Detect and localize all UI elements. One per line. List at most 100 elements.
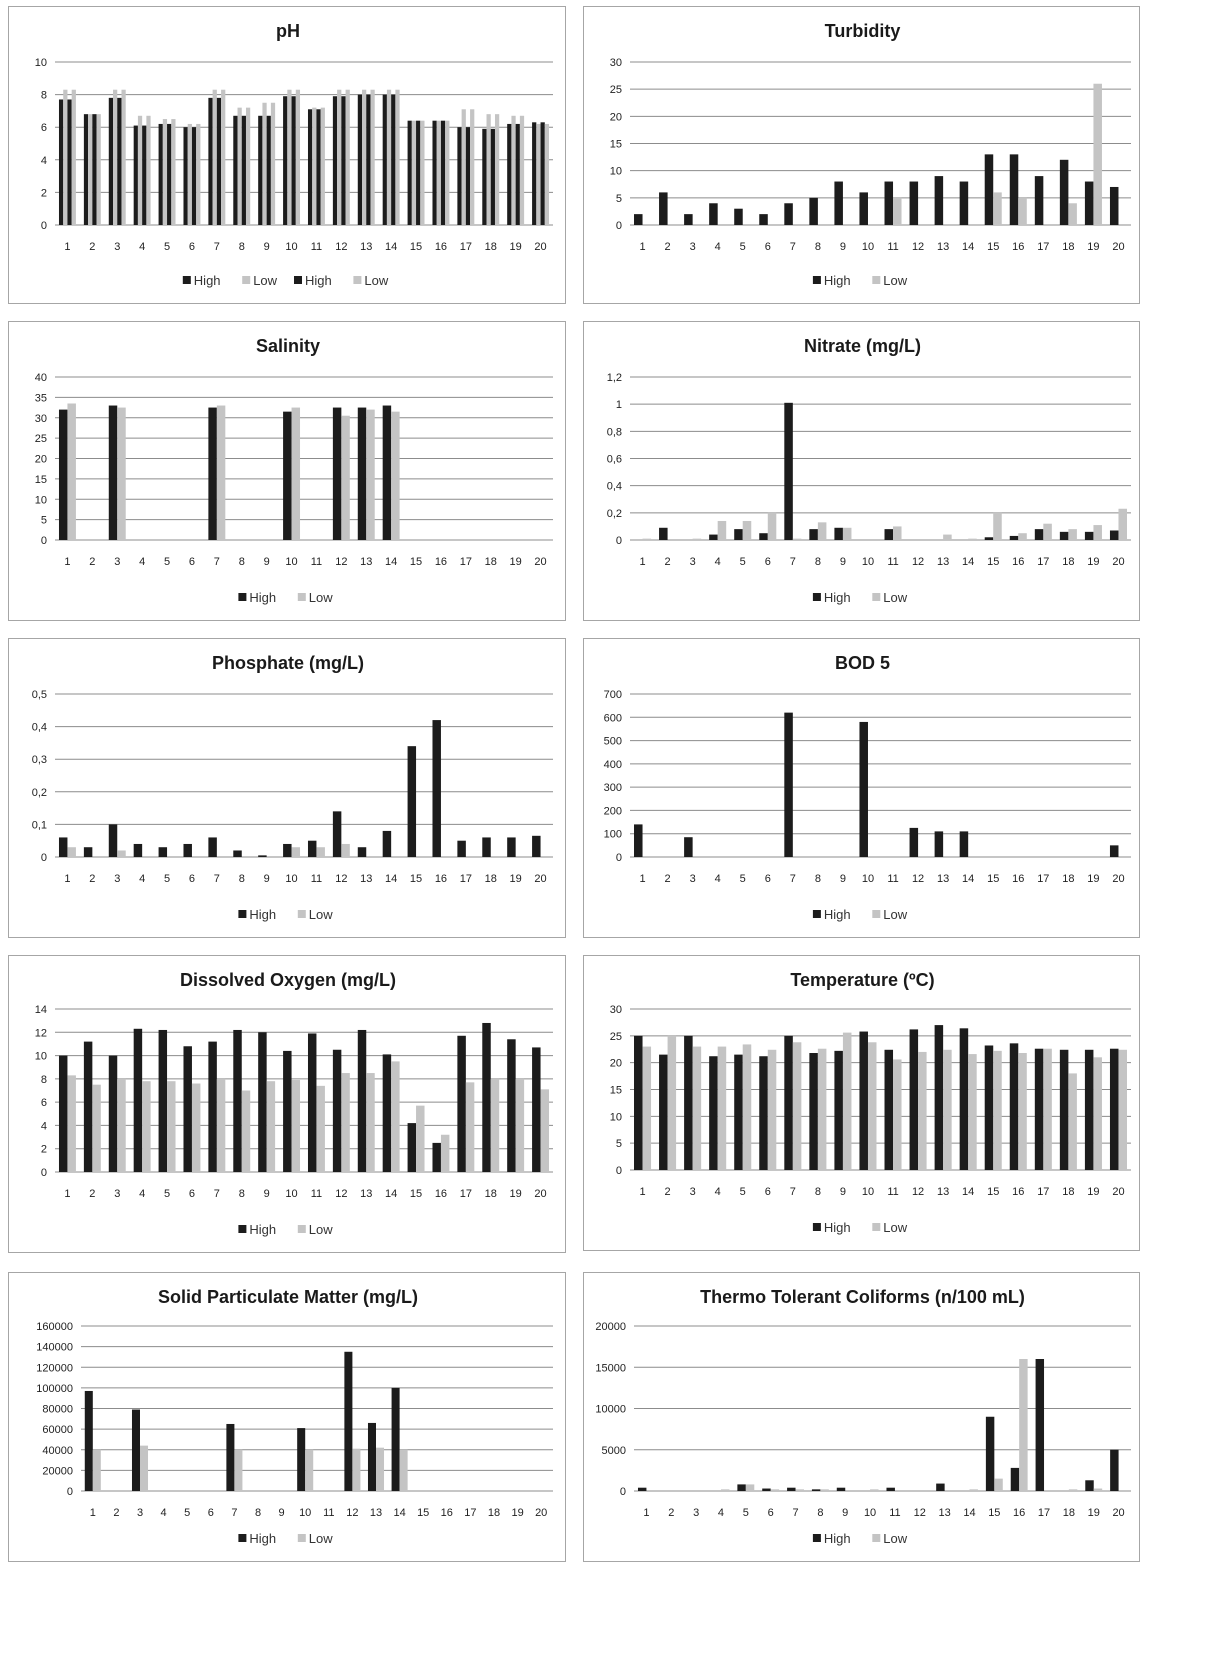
x-tick-label: 13 xyxy=(360,556,372,568)
bar-high xyxy=(859,1031,868,1170)
x-tick-label: 18 xyxy=(1063,1507,1075,1519)
bar-low xyxy=(67,1075,76,1172)
bar-low xyxy=(842,527,852,540)
bar-high xyxy=(787,1487,796,1491)
y-tick-label: 40000 xyxy=(42,1445,73,1457)
bar-high xyxy=(734,1054,743,1170)
bar-low xyxy=(519,115,525,225)
chart-title: BOD 5 xyxy=(835,653,890,673)
x-tick-label: 13 xyxy=(939,1507,951,1519)
bar-low xyxy=(817,522,827,540)
chart-panel: Thermo Tolerant Coliforms (n/100 mL) 0 500… xyxy=(583,1272,1140,1562)
bar-high xyxy=(158,123,163,225)
y-tick-label: 2 xyxy=(41,187,47,199)
bar-high xyxy=(382,405,392,540)
y-tick-label: 12 xyxy=(35,1027,47,1039)
chart-title: Nitrate (mg/L) xyxy=(804,336,921,356)
x-tick-label: 11 xyxy=(887,241,898,253)
bar-low xyxy=(376,1447,385,1491)
x-tick-label: 6 xyxy=(768,1507,774,1519)
x-tick-label: 9 xyxy=(842,1507,848,1519)
bar-high xyxy=(158,1029,168,1172)
x-tick-label: 6 xyxy=(189,556,195,568)
bar-high xyxy=(836,1487,846,1491)
bar-high xyxy=(482,128,487,225)
bar-high xyxy=(507,837,516,857)
bar-low xyxy=(187,123,192,225)
legend-swatch-low xyxy=(872,1223,881,1231)
bar-high xyxy=(985,1416,995,1491)
bar-high xyxy=(283,96,288,225)
chart-title: Phosphate (mg/L) xyxy=(212,653,364,673)
y-tick-label: 0,4 xyxy=(32,722,47,734)
legend-label: Low xyxy=(309,1531,333,1546)
bar-high xyxy=(266,115,271,225)
x-tick-label: 3 xyxy=(137,1507,143,1519)
bar-low xyxy=(295,89,301,226)
legend-label: High xyxy=(249,590,276,605)
x-tick-label: 6 xyxy=(765,1186,771,1198)
x-tick-label: 6 xyxy=(189,1188,195,1200)
x-tick-label: 17 xyxy=(1038,1507,1050,1519)
x-tick-label: 3 xyxy=(114,873,120,885)
bar-low xyxy=(241,1090,251,1172)
y-tick-label: 0 xyxy=(41,220,47,232)
bar-high xyxy=(709,203,718,225)
y-tick-label: 500 xyxy=(604,736,622,748)
x-tick-label: 10 xyxy=(862,241,874,253)
x-tick-label: 19 xyxy=(510,556,522,568)
x-tick-label: 10 xyxy=(285,873,297,885)
bar-low xyxy=(544,123,550,225)
x-tick-label: 17 xyxy=(460,1188,472,1200)
bar-high xyxy=(884,181,894,225)
bar-low xyxy=(893,1059,902,1170)
x-tick-label: 4 xyxy=(715,1186,721,1198)
bar-low xyxy=(767,512,777,540)
bar-high xyxy=(108,97,114,225)
y-tick-label: 20 xyxy=(35,454,47,466)
x-tick-label: 7 xyxy=(231,1507,237,1519)
bar-high xyxy=(959,831,969,857)
y-tick-label: 0 xyxy=(616,852,622,864)
x-tick-label: 8 xyxy=(239,1188,245,1200)
bar-low xyxy=(642,1046,652,1170)
bar-low xyxy=(1018,533,1027,540)
bar-low xyxy=(1019,1359,1028,1491)
x-tick-label: 8 xyxy=(255,1507,261,1519)
bar-low xyxy=(142,1081,151,1172)
bar-low xyxy=(1068,203,1077,225)
chart-panel: Turbidity 0 5 10 15 20 25 30 1 2 3 4 5 6 7 8 9 10 11 12 13 14… xyxy=(583,6,1140,304)
x-tick-label: 12 xyxy=(912,873,924,885)
bar-high xyxy=(1034,529,1044,540)
x-tick-label: 14 xyxy=(962,241,974,253)
x-tick-label: 2 xyxy=(89,241,95,253)
x-tick-label: 9 xyxy=(264,241,270,253)
x-tick-label: 5 xyxy=(740,556,746,568)
bar-high xyxy=(1059,1049,1069,1170)
bar-high xyxy=(84,1390,93,1491)
bar-low xyxy=(1118,508,1127,540)
bar-low xyxy=(742,1044,752,1170)
bar-low xyxy=(1118,1049,1127,1170)
x-tick-label: 3 xyxy=(690,873,696,885)
x-tick-label: 14 xyxy=(385,1188,397,1200)
y-tick-label: 600 xyxy=(604,712,622,724)
y-tick-label: 15 xyxy=(610,139,622,151)
bar-high xyxy=(58,837,68,857)
bar-low xyxy=(345,89,350,226)
bar-low xyxy=(1093,83,1102,225)
bar-low xyxy=(191,1083,201,1172)
x-tick-label: 1 xyxy=(639,556,645,568)
x-tick-label: 19 xyxy=(1087,873,1099,885)
x-tick-label: 11 xyxy=(311,1188,322,1200)
bar-high xyxy=(432,720,441,857)
x-tick-label: 1 xyxy=(643,1507,649,1519)
x-tick-label: 19 xyxy=(1087,1186,1099,1198)
x-tick-label: 17 xyxy=(1037,873,1049,885)
bar-high xyxy=(984,1045,994,1170)
x-tick-label: 9 xyxy=(264,873,270,885)
bar-low xyxy=(287,89,292,226)
y-tick-label: 0 xyxy=(620,1486,626,1498)
legend-swatch-high xyxy=(294,276,302,284)
x-tick-label: 15 xyxy=(410,873,422,885)
